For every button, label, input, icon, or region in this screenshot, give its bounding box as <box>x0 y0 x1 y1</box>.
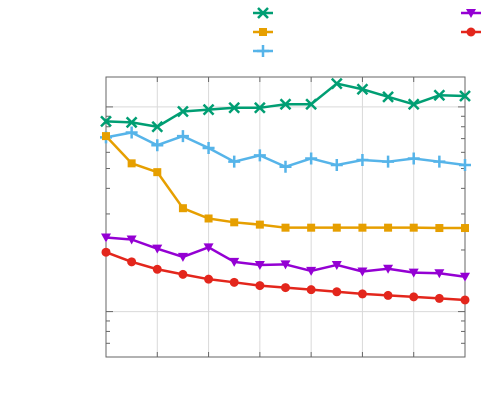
data-point <box>253 101 266 114</box>
data-point <box>409 223 418 232</box>
data-point <box>102 132 110 141</box>
series-2 <box>100 126 471 173</box>
series-line <box>105 135 465 230</box>
data-point <box>177 105 189 118</box>
data-point <box>357 289 367 299</box>
data-point <box>204 274 214 284</box>
data-point <box>228 155 241 168</box>
data-point <box>459 90 471 102</box>
data-point <box>229 277 239 287</box>
data-point <box>358 223 367 232</box>
data-point <box>407 152 420 165</box>
data-point <box>202 141 215 154</box>
data-point <box>177 252 188 262</box>
data-point <box>228 101 241 114</box>
plot-frame <box>105 76 466 358</box>
data-point <box>330 159 343 172</box>
data-point <box>306 266 317 276</box>
data-point <box>125 126 138 139</box>
legend <box>253 7 481 57</box>
data-point <box>178 269 188 279</box>
data-point <box>230 218 239 227</box>
data-point <box>101 233 111 243</box>
data-point <box>306 285 316 295</box>
data-point <box>280 260 291 270</box>
data-point <box>382 155 395 168</box>
legend-entry <box>253 7 273 19</box>
data-point <box>253 149 266 162</box>
data-point <box>305 98 318 111</box>
data-point <box>202 103 215 116</box>
data-point <box>435 224 444 233</box>
series-5 <box>101 247 470 305</box>
legend-entry <box>253 45 273 57</box>
data-point <box>331 260 342 270</box>
data-point <box>461 224 469 233</box>
data-point <box>151 139 164 152</box>
legend-marker <box>257 7 269 19</box>
data-point <box>383 264 394 274</box>
data-point <box>125 116 138 129</box>
data-point <box>255 220 264 229</box>
data-point <box>254 260 265 270</box>
data-point <box>101 247 111 257</box>
data-point <box>409 292 419 302</box>
data-point <box>356 83 369 96</box>
data-point <box>127 159 136 168</box>
legend-marker <box>257 45 269 57</box>
data-point <box>204 214 213 223</box>
data-point <box>384 223 393 232</box>
data-point <box>434 269 445 279</box>
series-line <box>105 251 466 302</box>
data-point <box>178 204 187 213</box>
data-point <box>332 223 341 232</box>
data-point <box>127 257 137 267</box>
data-point <box>407 98 420 111</box>
data-point <box>281 283 290 293</box>
data-point <box>383 290 393 300</box>
series-1 <box>100 77 471 133</box>
legend-marker <box>466 27 476 37</box>
data-point <box>152 264 162 274</box>
data-point <box>433 89 446 102</box>
data-point <box>330 77 343 90</box>
data-point <box>305 152 318 165</box>
data-point <box>357 267 368 277</box>
data-point <box>459 159 471 172</box>
series-3 <box>102 132 469 233</box>
axis-ticks <box>105 77 466 357</box>
data-point <box>203 243 214 253</box>
data-point <box>307 223 316 232</box>
data-point <box>229 257 240 267</box>
data-point <box>281 223 290 232</box>
data-point <box>356 154 369 167</box>
legend-marker <box>466 9 476 18</box>
data-point <box>279 98 292 111</box>
data-point <box>408 268 419 278</box>
data-point <box>433 155 446 168</box>
data-point <box>151 120 164 133</box>
series-4 <box>101 233 470 282</box>
series-layer <box>100 77 471 305</box>
data-point <box>153 168 162 177</box>
data-point <box>126 235 137 245</box>
data-point <box>332 287 342 297</box>
legend-marker <box>259 28 267 36</box>
data-point <box>100 115 112 128</box>
legend-entry <box>461 9 481 18</box>
data-point <box>460 272 470 282</box>
data-point <box>255 281 265 291</box>
data-point <box>434 293 444 303</box>
legend-entry <box>253 28 273 36</box>
data-point <box>176 130 189 143</box>
data-point <box>382 90 394 103</box>
grid <box>106 77 465 357</box>
data-point <box>279 160 292 173</box>
data-point <box>152 244 163 254</box>
data-point <box>460 295 470 305</box>
legend-entry <box>461 27 481 37</box>
